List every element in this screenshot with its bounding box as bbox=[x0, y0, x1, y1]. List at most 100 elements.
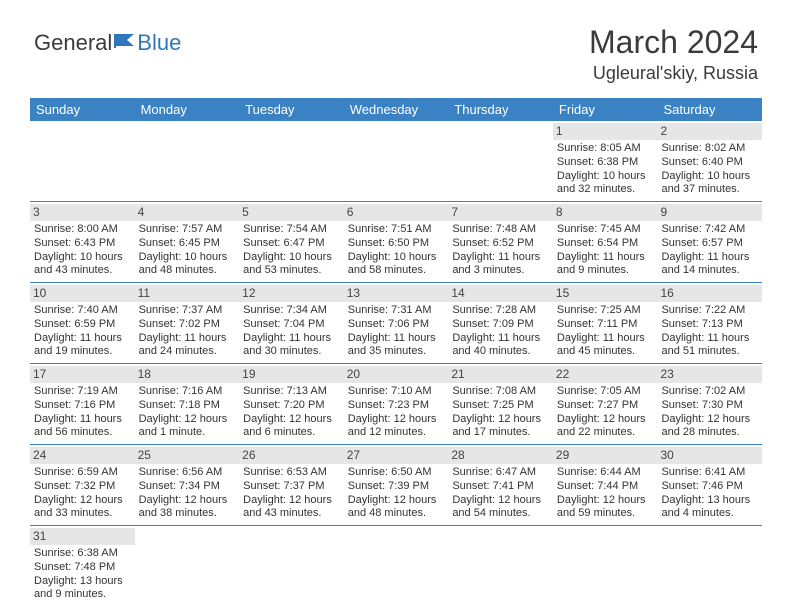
daylight-text: Daylight: 12 hours bbox=[557, 413, 654, 427]
sunrise-text: Sunrise: 7:05 AM bbox=[557, 385, 654, 399]
empty-cell bbox=[448, 526, 553, 606]
daylight-text: Daylight: 12 hours bbox=[139, 494, 236, 508]
sunset-text: Sunset: 7:13 PM bbox=[661, 318, 758, 332]
weekday-header: Tuesday bbox=[239, 98, 344, 121]
daylight-text: Daylight: 12 hours bbox=[34, 494, 131, 508]
sunset-text: Sunset: 7:23 PM bbox=[348, 399, 445, 413]
sunset-text: Sunset: 7:27 PM bbox=[557, 399, 654, 413]
sunrise-text: Sunrise: 7:42 AM bbox=[661, 223, 758, 237]
day-number: 10 bbox=[30, 285, 135, 302]
sunrise-text: Sunrise: 7:28 AM bbox=[452, 304, 549, 318]
day-number: 31 bbox=[30, 528, 135, 545]
sunset-text: Sunset: 6:40 PM bbox=[661, 156, 758, 170]
day-number: 26 bbox=[239, 447, 344, 464]
day-number: 20 bbox=[344, 366, 449, 383]
brand-part2: Blue bbox=[137, 30, 181, 56]
week-row: 10 Sunrise: 7:40 AMSunset: 6:59 PM Dayligh… bbox=[30, 283, 762, 364]
sunrise-text: Sunrise: 6:44 AM bbox=[557, 466, 654, 480]
day-cell: 2Sunrise: 8:02 AMSunset: 6:40 PMDaylight… bbox=[657, 121, 762, 201]
empty-cell bbox=[448, 121, 553, 201]
day-number: 1 bbox=[553, 123, 658, 140]
sunset-text: Sunset: 7:48 PM bbox=[34, 561, 131, 575]
day-cell: 3Sunrise: 8:00 AMSunset: 6:43 PMDaylight… bbox=[30, 202, 135, 282]
sunset-text: Sunset: 7:16 PM bbox=[34, 399, 131, 413]
day-cell: 23Sunrise: 7:02 AMSunset: 7:30 PMDayligh… bbox=[657, 364, 762, 444]
daylight-text: Daylight: 12 hours bbox=[348, 494, 445, 508]
flag-icon bbox=[114, 30, 136, 56]
title-block: March 2024 Ugleural'skiy, Russia bbox=[589, 24, 758, 84]
sunset-text: Sunset: 7:06 PM bbox=[348, 318, 445, 332]
day-cell: 5Sunrise: 7:54 AMSunset: 6:47 PMDaylight… bbox=[239, 202, 344, 282]
daylight-text: Daylight: 11 hours bbox=[661, 332, 758, 346]
month-title: March 2024 bbox=[589, 24, 758, 61]
day-number: 15 bbox=[553, 285, 658, 302]
day-cell: 4Sunrise: 7:57 AMSunset: 6:45 PMDaylight… bbox=[135, 202, 240, 282]
daylight-text: Daylight: 12 hours bbox=[557, 494, 654, 508]
daylight-text: Daylight: 12 hours bbox=[139, 413, 236, 427]
sunrise-text: Sunrise: 6:41 AM bbox=[661, 466, 758, 480]
day-cell: 14Sunrise: 7:28 AMSunset: 7:09 PMDayligh… bbox=[448, 283, 553, 363]
day-number: 3 bbox=[30, 204, 135, 221]
day-number: 11 bbox=[135, 285, 240, 302]
day-cell: 15Sunrise: 7:25 AMSunset: 7:11 PMDayligh… bbox=[553, 283, 658, 363]
day-cell: 1Sunrise: 8:05 AMSunset: 6:38 PMDaylight… bbox=[553, 121, 658, 201]
sunrise-text: Sunrise: 7:10 AM bbox=[348, 385, 445, 399]
day-cell: 10Sunrise: 7:40 AMSunset: 6:59 PMDayligh… bbox=[30, 283, 135, 363]
day-number: 4 bbox=[135, 204, 240, 221]
sunrise-text: Sunrise: 6:47 AM bbox=[452, 466, 549, 480]
sunset-text: Sunset: 7:11 PM bbox=[557, 318, 654, 332]
day-number: 23 bbox=[657, 366, 762, 383]
page-header: General Blue March 2024 Ugleural'skiy, R… bbox=[0, 0, 792, 92]
day-number: 18 bbox=[135, 366, 240, 383]
weeks-container: 1Sunrise: 8:05 AMSunset: 6:38 PMDaylight… bbox=[30, 121, 762, 606]
sunrise-text: Sunrise: 7:40 AM bbox=[34, 304, 131, 318]
sunrise-text: Sunrise: 7:08 AM bbox=[452, 385, 549, 399]
sunrise-text: Sunrise: 7:51 AM bbox=[348, 223, 445, 237]
day-number: 13 bbox=[344, 285, 449, 302]
sunset-text: Sunset: 7:18 PM bbox=[139, 399, 236, 413]
sunset-text: Sunset: 7:04 PM bbox=[243, 318, 340, 332]
sunset-text: Sunset: 6:59 PM bbox=[34, 318, 131, 332]
daylight-text: and 56 minutes. bbox=[34, 426, 131, 440]
sunrise-text: Sunrise: 7:22 AM bbox=[661, 304, 758, 318]
week-row: 3Sunrise: 8:00 AMSunset: 6:43 PMDaylight… bbox=[30, 202, 762, 283]
daylight-text: Daylight: 12 hours bbox=[243, 413, 340, 427]
day-cell: 24Sunrise: 6:59 AMSunset: 7:32 PMDayligh… bbox=[30, 445, 135, 525]
day-cell: 6Sunrise: 7:51 AMSunset: 6:50 PMDaylight… bbox=[344, 202, 449, 282]
sunset-text: Sunset: 7:46 PM bbox=[661, 480, 758, 494]
sunset-text: Sunset: 7:37 PM bbox=[243, 480, 340, 494]
sunset-text: Sunset: 6:47 PM bbox=[243, 237, 340, 251]
day-number: 2 bbox=[657, 123, 762, 140]
day-cell: 12Sunrise: 7:34 AMSunset: 7:04 PMDayligh… bbox=[239, 283, 344, 363]
daylight-text: and 17 minutes. bbox=[452, 426, 549, 440]
week-row: 31Sunrise: 6:38 AMSunset: 7:48 PMDayligh… bbox=[30, 526, 762, 606]
day-cell: 21Sunrise: 7:08 AMSunset: 7:25 PMDayligh… bbox=[448, 364, 553, 444]
sunset-text: Sunset: 7:34 PM bbox=[139, 480, 236, 494]
sunset-text: Sunset: 7:09 PM bbox=[452, 318, 549, 332]
day-number: 27 bbox=[344, 447, 449, 464]
daylight-text: and 6 minutes. bbox=[243, 426, 340, 440]
sunset-text: Sunset: 7:25 PM bbox=[452, 399, 549, 413]
sunrise-text: Sunrise: 6:38 AM bbox=[34, 547, 131, 561]
week-row: 24Sunrise: 6:59 AMSunset: 7:32 PMDayligh… bbox=[30, 445, 762, 526]
day-cell: 20Sunrise: 7:10 AMSunset: 7:23 PMDayligh… bbox=[344, 364, 449, 444]
sunset-text: Sunset: 7:32 PM bbox=[34, 480, 131, 494]
daylight-text: Daylight: 11 hours bbox=[348, 332, 445, 346]
week-row: 17Sunrise: 7:19 AMSunset: 7:16 PMDayligh… bbox=[30, 364, 762, 445]
day-cell: 19Sunrise: 7:13 AMSunset: 7:20 PMDayligh… bbox=[239, 364, 344, 444]
empty-cell bbox=[344, 121, 449, 201]
sunset-text: Sunset: 7:20 PM bbox=[243, 399, 340, 413]
day-number: 5 bbox=[239, 204, 344, 221]
weekday-header-row: SundayMondayTuesdayWednesdayThursdayFrid… bbox=[30, 98, 762, 121]
daylight-text: Daylight: 12 hours bbox=[661, 413, 758, 427]
day-number: 16 bbox=[657, 285, 762, 302]
daylight-text: and 54 minutes. bbox=[452, 507, 549, 521]
sunrise-text: Sunrise: 6:56 AM bbox=[139, 466, 236, 480]
sunrise-text: Sunrise: 7:48 AM bbox=[452, 223, 549, 237]
day-cell: 17Sunrise: 7:19 AMSunset: 7:16 PMDayligh… bbox=[30, 364, 135, 444]
sunrise-text: Sunrise: 7:37 AM bbox=[139, 304, 236, 318]
daylight-text: and 3 minutes. bbox=[452, 264, 549, 278]
daylight-text: and 35 minutes. bbox=[348, 345, 445, 359]
empty-cell bbox=[135, 121, 240, 201]
daylight-text: and 53 minutes. bbox=[243, 264, 340, 278]
